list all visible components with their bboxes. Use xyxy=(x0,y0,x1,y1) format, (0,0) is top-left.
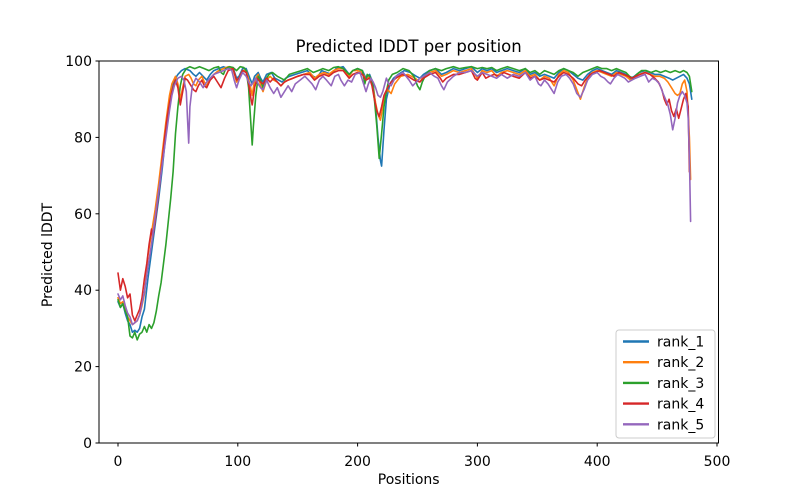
y-tick-label: 100 xyxy=(65,54,92,70)
y-tick-label: 0 xyxy=(83,436,92,452)
y-tick-label: 40 xyxy=(74,283,92,299)
x-tick-label: 100 xyxy=(224,454,251,470)
y-tick-label: 60 xyxy=(74,207,92,223)
legend: rank_1 rank_2 rank_3 rank_4 rank_5 xyxy=(615,329,716,439)
y-tick-label: 80 xyxy=(74,130,92,146)
series-line-rank_2 xyxy=(117,65,692,326)
y-tick-label: 20 xyxy=(74,360,92,376)
series-line-rank_1 xyxy=(117,65,693,334)
series-line-rank_5 xyxy=(117,67,692,326)
x-axis-label: Positions xyxy=(378,472,440,488)
legend-box xyxy=(615,329,716,439)
x-tick-label: 500 xyxy=(704,454,731,470)
x-tick-label: 400 xyxy=(584,454,611,470)
series-line-rank_3 xyxy=(117,65,693,341)
x-tick-label: 200 xyxy=(344,454,371,470)
plot-border xyxy=(98,60,719,444)
legend-label-rank_1: rank_1 xyxy=(657,335,704,351)
y-axis-label: Predicted lDDT xyxy=(40,202,56,307)
x-tick-label: 0 xyxy=(114,454,123,470)
x-tick-label: 300 xyxy=(464,454,491,470)
legend-label-rank_3: rank_3 xyxy=(657,376,704,392)
legend-label-rank_5: rank_5 xyxy=(657,417,704,433)
legend-label-rank_2: rank_2 xyxy=(657,355,704,371)
legend-label-rank_4: rank_4 xyxy=(657,397,704,413)
series-lines xyxy=(117,65,693,341)
y-axis-ticks: 0 20 40 60 80 100 xyxy=(65,54,99,452)
chart-title: Predicted lDDT per position xyxy=(296,37,522,56)
x-axis-ticks: 0 100 200 300 400 500 xyxy=(114,443,731,470)
series-line-rank_4 xyxy=(117,67,691,322)
